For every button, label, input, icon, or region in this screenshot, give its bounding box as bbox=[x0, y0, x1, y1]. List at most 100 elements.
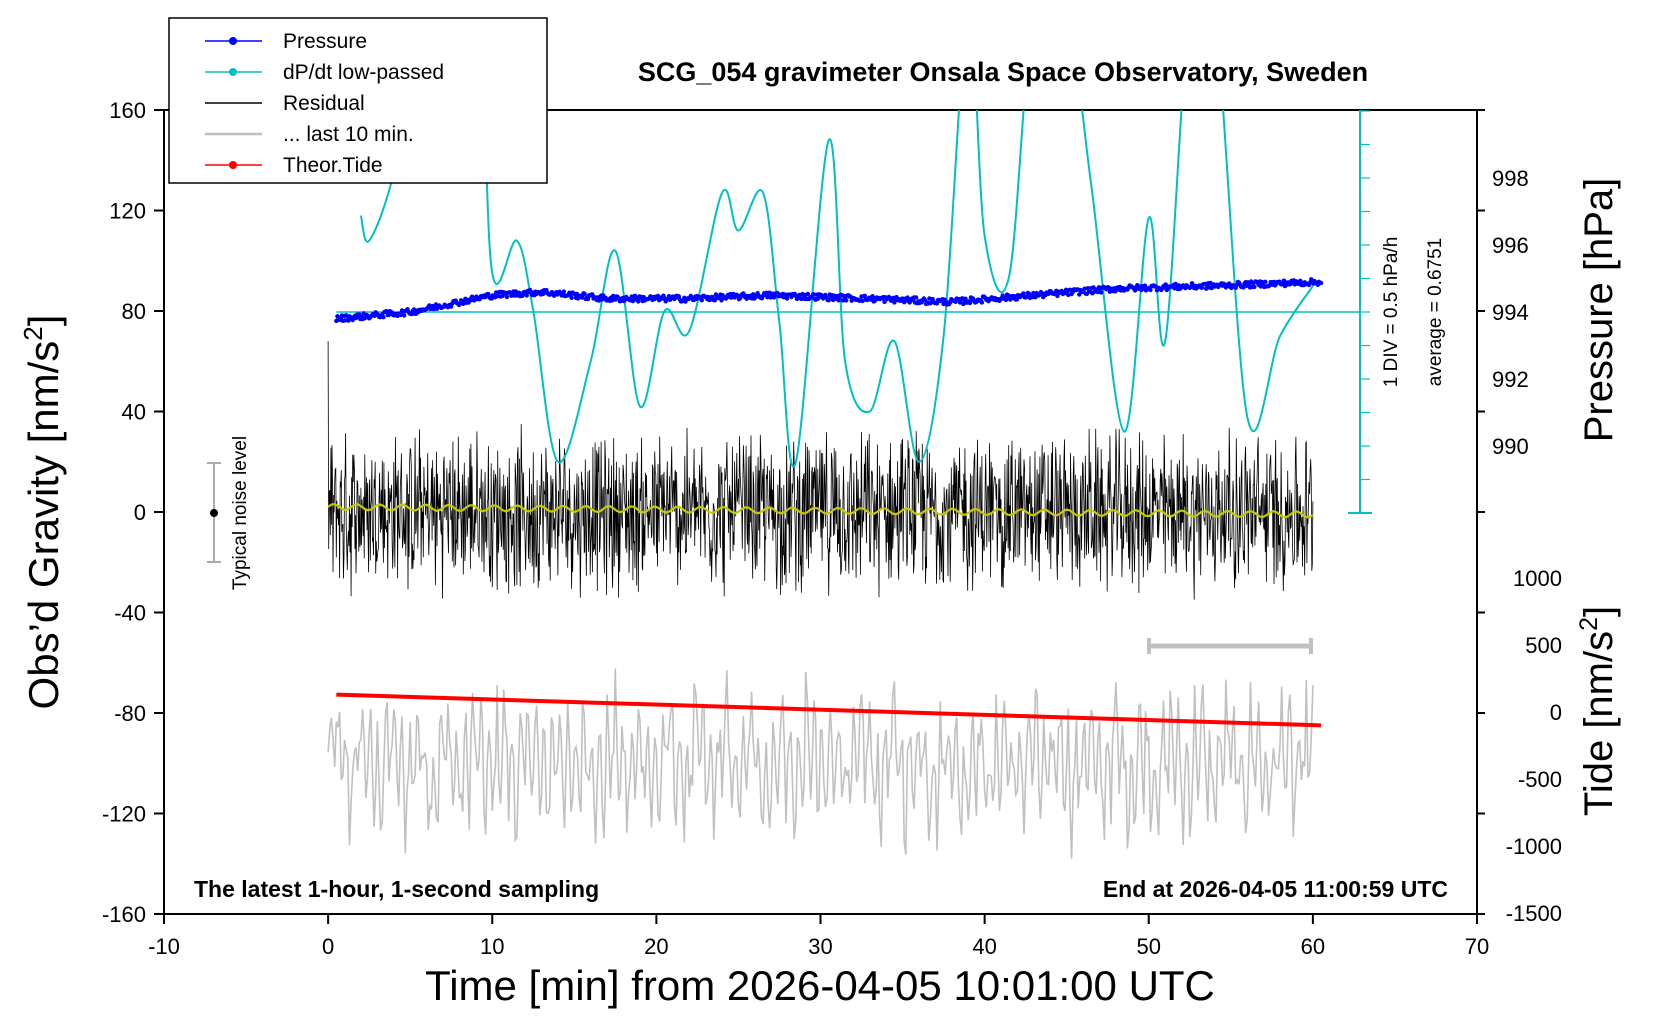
pressure-point bbox=[342, 318, 348, 323]
legend-item: Pressure bbox=[205, 30, 367, 53]
pressure-point bbox=[1012, 294, 1017, 299]
tide-tick-label: -1500 bbox=[1506, 901, 1562, 926]
pressure-point bbox=[493, 290, 499, 295]
pressure-point bbox=[1084, 291, 1090, 296]
legend-item: ... last 10 min. bbox=[205, 123, 414, 146]
series-residual-smoothed bbox=[327, 502, 1314, 519]
pressure-point bbox=[1227, 281, 1232, 286]
y-tick-label: 80 bbox=[122, 299, 146, 324]
x-tick-label: -10 bbox=[148, 934, 180, 959]
pressure-point bbox=[582, 291, 587, 297]
tide-axis-title-sup: 2 bbox=[1575, 617, 1603, 631]
pressure-point bbox=[1082, 286, 1087, 291]
pressure-point bbox=[960, 296, 965, 301]
axis-layer: -10 0 10 20 30 40 50 60 70 160 120 80 40 0 -40 -80 -120 -… bbox=[102, 98, 1562, 959]
series-dpdt bbox=[359, 110, 1314, 468]
legend-label: ... last 10 min. bbox=[283, 123, 414, 146]
pressure-point bbox=[1099, 290, 1104, 295]
noise-level-label: Typical noise level bbox=[230, 436, 251, 590]
pressure-point bbox=[500, 293, 505, 299]
pressure-point bbox=[1263, 279, 1268, 284]
pressure-point bbox=[811, 292, 816, 297]
y-tick-label: -120 bbox=[102, 802, 146, 827]
pressure-point bbox=[729, 295, 734, 300]
tide-tick-label: 500 bbox=[1525, 633, 1562, 658]
series-pressure bbox=[334, 277, 1324, 324]
pressure-point bbox=[870, 294, 875, 299]
x-axis-title: Time [min] from 2026-04-05 10:01:00 UTC bbox=[425, 962, 1215, 1009]
chart-title: SCG_054 gravimeter Onsala Space Observat… bbox=[638, 57, 1368, 87]
pressure-point bbox=[860, 298, 865, 304]
pressure-point bbox=[1252, 284, 1257, 290]
y-tick-label: 0 bbox=[134, 500, 146, 525]
legend-item: Residual bbox=[205, 92, 365, 115]
pressure-point bbox=[967, 300, 973, 306]
legend-label: Pressure bbox=[283, 30, 367, 53]
y-tick-label: -40 bbox=[114, 601, 146, 626]
y-tick-label: 160 bbox=[109, 98, 146, 123]
y-tick-label: 120 bbox=[109, 199, 146, 224]
pressure-point bbox=[580, 295, 585, 300]
pressure-point bbox=[1063, 287, 1069, 292]
legend-item: dP/dt low-passed bbox=[205, 61, 444, 84]
pressure-point bbox=[486, 291, 491, 297]
pressure-point bbox=[524, 293, 529, 298]
pressure-point bbox=[585, 296, 591, 302]
pressure-point bbox=[768, 295, 773, 300]
x-tick-label: 10 bbox=[480, 934, 504, 959]
scale-average-label: average = 0.6751 bbox=[1425, 238, 1446, 386]
pressure-point bbox=[574, 291, 580, 297]
pressure-point bbox=[963, 296, 968, 301]
tide-axis-title: Tide [nm/s2] bbox=[1575, 606, 1621, 816]
pressure-point bbox=[1095, 289, 1101, 295]
x-tick-label: 20 bbox=[644, 934, 668, 959]
x-tick-label: 0 bbox=[322, 934, 334, 959]
pressure-tick-label: 994 bbox=[1492, 300, 1529, 325]
x-tick-label: 70 bbox=[1465, 934, 1489, 959]
pressure-point bbox=[1148, 287, 1153, 293]
tide-tick-label: -500 bbox=[1518, 767, 1562, 792]
pressure-point bbox=[561, 289, 567, 294]
pressure-point bbox=[1318, 280, 1324, 286]
pressure-axis-title: Pressure [hPa] bbox=[1577, 178, 1621, 443]
series-residual bbox=[327, 341, 1314, 600]
pressure-point bbox=[844, 298, 849, 303]
pressure-point bbox=[1241, 285, 1246, 290]
legend-label: Theor.Tide bbox=[283, 154, 383, 177]
series-last-10-min bbox=[327, 668, 1314, 859]
dpdt-scale-bar bbox=[1348, 110, 1372, 514]
pressure-point bbox=[676, 294, 681, 299]
y-tick-label: -160 bbox=[102, 902, 146, 927]
x-tick-label: 40 bbox=[972, 934, 996, 959]
pressure-point bbox=[1055, 293, 1060, 299]
legend-box bbox=[168, 17, 548, 184]
legend-label: Residual bbox=[283, 92, 365, 115]
end-time-note: End at 2026-04-05 11:00:59 UTC bbox=[1103, 876, 1448, 902]
pressure-point bbox=[905, 295, 910, 300]
pressure-tick-label: 996 bbox=[1492, 233, 1529, 258]
pressure-point bbox=[800, 291, 805, 297]
pressure-point bbox=[1014, 297, 1020, 302]
pressure-point bbox=[979, 300, 985, 305]
pressure-point bbox=[1066, 292, 1071, 298]
pressure-point bbox=[1021, 291, 1026, 296]
last-10-min-bar bbox=[1147, 638, 1313, 654]
sampling-note: The latest 1-hour, 1-second sampling bbox=[194, 876, 599, 902]
legend: Pressure dP/dt low-passed Residual ... last… bbox=[168, 17, 548, 184]
pressure-point bbox=[402, 313, 407, 318]
pressure-point bbox=[384, 309, 389, 314]
pressure-point bbox=[398, 312, 404, 318]
pressure-point bbox=[569, 295, 574, 300]
pressure-point bbox=[409, 311, 414, 317]
scale-div-label: 1 DIV = 0.5 hPa/h bbox=[1381, 237, 1402, 388]
tide-tick-label: 1000 bbox=[1513, 566, 1562, 591]
tide-tick-label: 0 bbox=[1550, 700, 1562, 725]
pressure-point bbox=[411, 307, 417, 312]
series-layer bbox=[327, 110, 1360, 859]
series-theor-tide bbox=[336, 692, 1322, 728]
pressure-point bbox=[381, 315, 386, 320]
y-axis-title-left: Obs’d Gravity [nm/s2] bbox=[18, 315, 67, 710]
pressure-point bbox=[1031, 290, 1036, 296]
pressure-point bbox=[699, 298, 704, 303]
